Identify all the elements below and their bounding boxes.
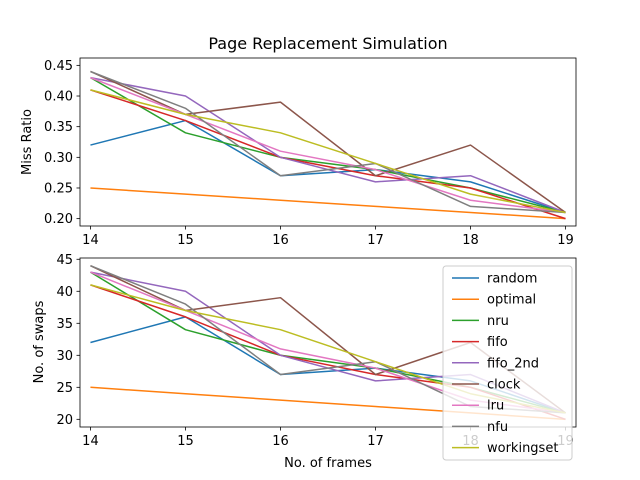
x-tick-label: 16 <box>272 434 289 449</box>
y-axis-label-swaps: No. of swaps <box>32 300 47 383</box>
legend-label-nfu: nfu <box>487 420 508 435</box>
y-tick-label: 20 <box>56 413 73 428</box>
x-axis-label: No. of frames <box>284 456 372 471</box>
x-tick-label: 17 <box>367 233 384 248</box>
axes-frame <box>79 257 577 428</box>
legend-box <box>442 265 573 461</box>
legend-label-fifo: fifo <box>487 335 508 350</box>
legend-label-lru: lru <box>487 399 504 414</box>
chart-title: Page Replacement Simulation <box>208 34 447 53</box>
x-tick-label: 14 <box>82 233 99 248</box>
series-line-optimal <box>90 187 566 220</box>
x-tick-label: 18 <box>462 233 479 248</box>
series-line-clock <box>90 70 566 214</box>
y-tick-label: 30 <box>56 349 73 364</box>
x-tick-label: 19 <box>557 233 574 248</box>
y-tick-label: 0.25 <box>44 181 73 196</box>
y-tick-label: 0.40 <box>44 90 73 105</box>
legend-label-nru: nru <box>487 314 509 329</box>
series-line-nru <box>90 76 566 214</box>
x-tick-label: 15 <box>177 233 194 248</box>
y-axis-label-miss-ratio: Miss Ratio <box>20 109 35 175</box>
y-tick-label: 0.45 <box>44 59 73 74</box>
series-line-lru <box>90 76 566 214</box>
y-tick-label: 40 <box>56 285 73 300</box>
series-line-fifo <box>90 89 566 220</box>
series-line-workingset <box>90 89 566 214</box>
x-tick-label: 14 <box>82 434 99 449</box>
y-tick-label: 0.35 <box>44 120 73 135</box>
legend-label-clock: clock <box>487 378 521 393</box>
series-line-nfu <box>90 70 566 214</box>
x-tick-label: 15 <box>177 434 194 449</box>
x-tick-label: 16 <box>272 233 289 248</box>
series-line-random <box>90 119 566 214</box>
axes-frame <box>79 57 577 227</box>
y-tick-label: 45 <box>56 253 73 268</box>
legend-label-fifo_2nd: fifo_2nd <box>487 356 539 371</box>
legend-label-workingset: workingset <box>487 441 558 456</box>
legend-label-optimal: optimal <box>487 293 536 308</box>
y-tick-label: 35 <box>56 317 73 332</box>
x-tick-label: 17 <box>367 434 384 449</box>
miss-ratio-subplot: Page Replacement Simulation Miss Ratio 1… <box>20 34 577 248</box>
y-tick-label: 25 <box>56 381 73 396</box>
y-tick-label: 0.30 <box>44 151 73 166</box>
y-tick-label: 0.20 <box>44 212 73 227</box>
miss-ratio-plot-area: 14 15 16 17 18 19 0.20 0.25 0.30 0.35 0.40 0.45 <box>44 57 577 248</box>
legend-label-random: random <box>487 272 537 287</box>
